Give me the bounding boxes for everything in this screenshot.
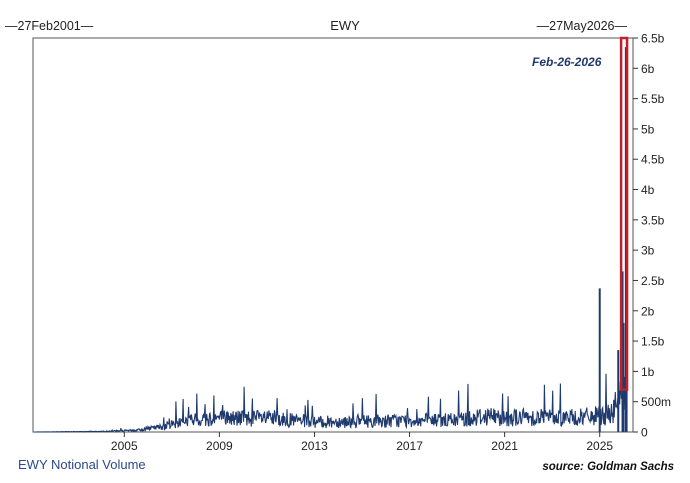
- range-start-label: —27Feb2001—: [5, 19, 94, 33]
- annotation-label: Feb-26-2026: [532, 55, 602, 69]
- chart-axes: [32, 37, 634, 433]
- volume-line: [34, 371, 628, 433]
- top-labels: EWY —27Feb2001— —27May2026—: [5, 18, 627, 33]
- y-tick-label: 2.5b: [641, 274, 665, 288]
- footer-source: source: Goldman Sachs: [542, 461, 674, 473]
- y-tick-label: 1b: [641, 365, 655, 379]
- highlight-group: Feb-26-2026: [532, 36, 629, 391]
- y-tick-label: 4b: [641, 183, 655, 197]
- y-tick-label: 5b: [641, 122, 655, 136]
- x-tick-label: 2021: [491, 439, 518, 453]
- axis-ticks: 0 500m 1b 1.5b 2b 2.5b 3b 3.5b 4b 4.5b 5b 5.5b 6b 6.5…: [111, 32, 671, 454]
- chart-title: EWY: [330, 18, 360, 33]
- highlight-box: [619, 36, 629, 391]
- range-end-label: —27May2026—: [537, 19, 628, 33]
- y-tick-label: 2b: [641, 304, 655, 318]
- x-tick-label: 2013: [301, 439, 328, 453]
- y-tick-label: 6b: [641, 62, 655, 76]
- y-tick-label: 6.5b: [641, 32, 665, 46]
- x-tick-label: 2005: [111, 439, 138, 453]
- x-tick-label: 2017: [396, 439, 423, 453]
- y-tick-label: 500m: [641, 395, 671, 409]
- y-tick-label: 1.5b: [641, 335, 665, 349]
- y-tick-label: 5.5b: [641, 92, 665, 106]
- x-tick-label: 2009: [206, 439, 233, 453]
- y-tick-label: 4.5b: [641, 153, 665, 167]
- y-tick-label: 3b: [641, 244, 655, 258]
- x-tick-label: 2025: [586, 439, 613, 453]
- footer-series-label: EWY Notional Volume: [18, 457, 146, 472]
- plot-frame: [32, 37, 634, 433]
- y-tick-label: 0: [641, 426, 648, 440]
- y-tick-label: 3.5b: [641, 213, 665, 227]
- volume-series: [34, 47, 628, 433]
